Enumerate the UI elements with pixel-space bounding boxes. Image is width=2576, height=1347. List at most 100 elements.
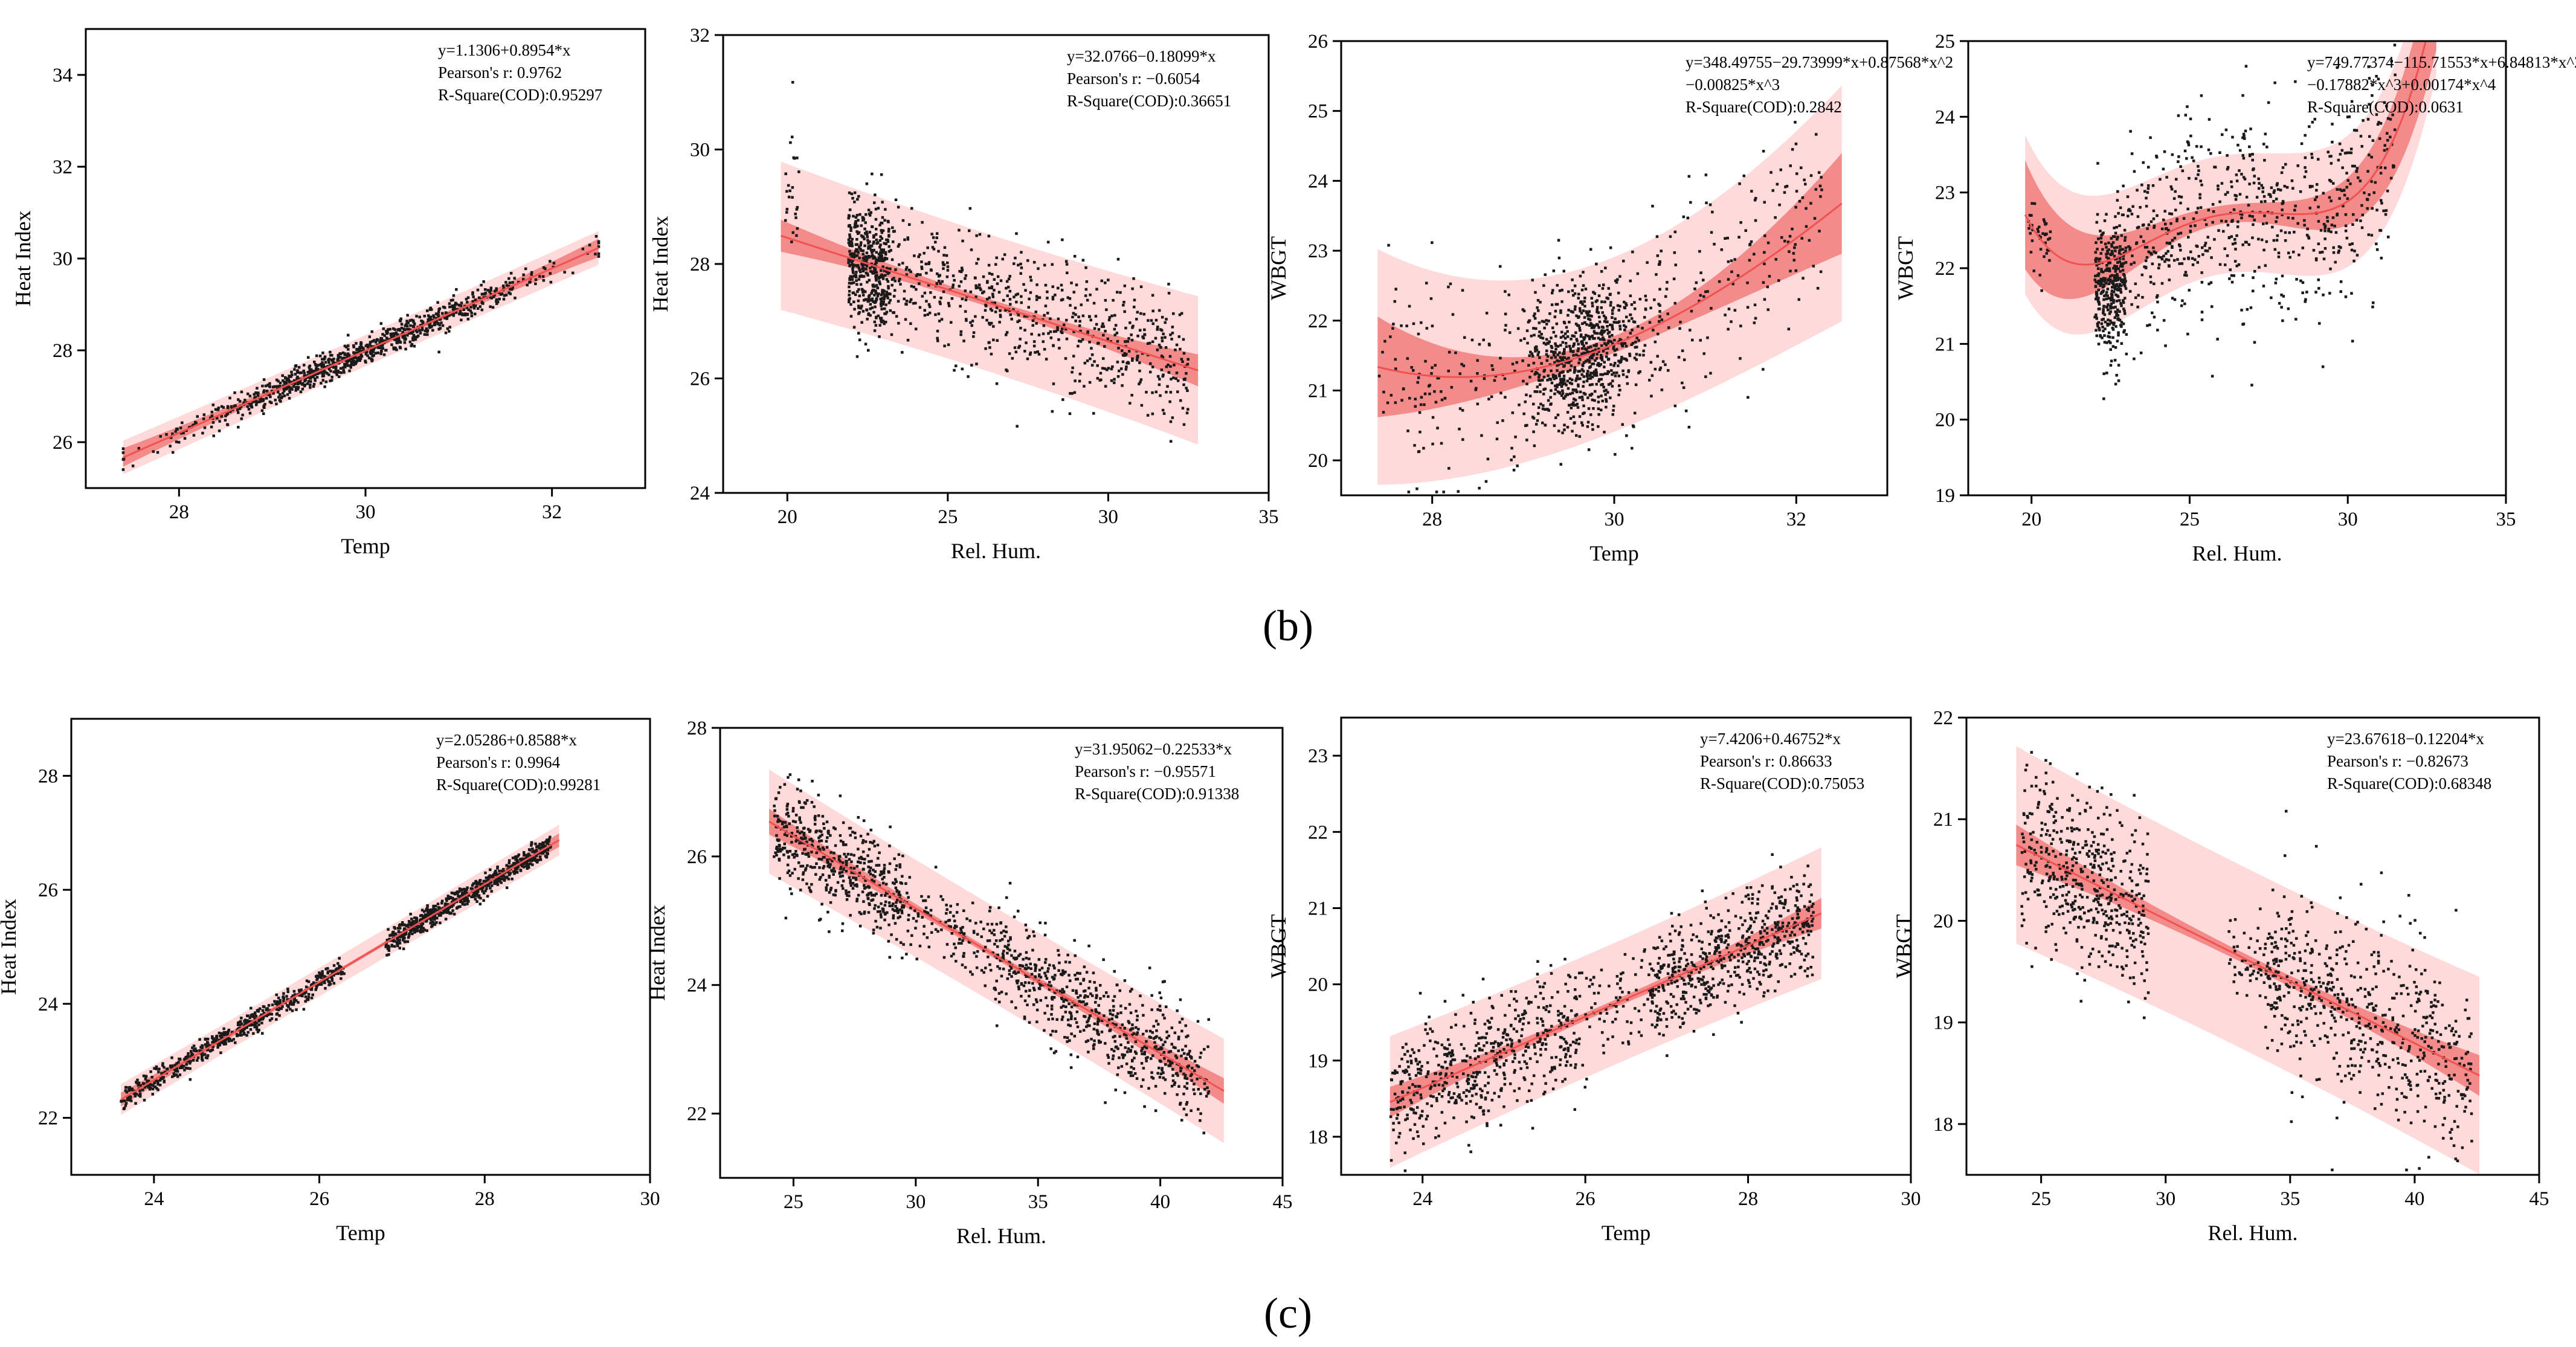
data-point: [1142, 312, 1145, 316]
data-point: [999, 313, 1002, 317]
data-point: [186, 1067, 189, 1070]
data-point: [1803, 178, 1806, 182]
data-point: [2340, 149, 2344, 152]
data-point: [1710, 307, 1713, 310]
data-point: [1733, 309, 1737, 312]
data-point: [187, 1052, 190, 1055]
data-point: [159, 435, 162, 438]
data-point: [492, 295, 495, 298]
data-point: [884, 208, 887, 211]
data-point: [1615, 371, 1618, 375]
data-point: [1597, 400, 1600, 403]
data-point: [1629, 294, 1632, 297]
data-point: [1161, 315, 1164, 319]
data-point: [1545, 349, 1548, 353]
data-point: [387, 328, 390, 331]
data-point: [2109, 252, 2112, 256]
data-point: [959, 280, 963, 283]
data-point: [1126, 361, 1130, 364]
data-point: [369, 342, 372, 346]
data-point: [1086, 332, 1089, 335]
data-point: [1029, 351, 1032, 355]
data-point: [1019, 326, 1022, 330]
data-point: [861, 265, 865, 268]
data-point: [2103, 294, 2106, 298]
data-point: [852, 291, 855, 294]
data-point: [1587, 346, 1590, 349]
data-point: [1078, 379, 1081, 383]
data-point: [1433, 390, 1436, 393]
data-point: [1090, 347, 1093, 350]
data-point: [453, 307, 456, 310]
data-point: [1550, 369, 1553, 373]
data-point: [1014, 293, 1018, 297]
data-point: [1553, 315, 1557, 318]
data-point: [206, 1054, 210, 1057]
data-point: [289, 1008, 292, 1011]
data-point: [253, 400, 256, 403]
data-point: [1788, 250, 1791, 253]
data-point: [1798, 200, 1802, 203]
data-point: [507, 285, 510, 288]
data-point: [2265, 222, 2268, 225]
data-point: [2281, 213, 2284, 216]
data-point: [2239, 210, 2243, 213]
data-point: [2251, 153, 2254, 156]
data-point: [315, 978, 318, 982]
data-point: [2115, 314, 2118, 317]
data-point: [1093, 327, 1096, 330]
data-point: [1630, 303, 1634, 306]
data-point: [237, 1034, 240, 1037]
data-point: [2275, 220, 2278, 223]
data-point: [1635, 336, 1638, 339]
data-point: [917, 255, 920, 259]
data-point: [788, 189, 791, 193]
data-point: [2144, 266, 2148, 269]
data-point: [1588, 314, 1592, 317]
data-point: [937, 249, 940, 253]
data-point: [406, 313, 409, 317]
data-point: [2114, 382, 2117, 386]
data-point: [1574, 403, 1577, 407]
data-point: [959, 304, 962, 308]
data-point: [2100, 322, 2104, 326]
data-point: [1579, 370, 1582, 373]
data-point: [303, 384, 306, 388]
data-point: [187, 1059, 190, 1063]
data-point: [1610, 369, 1613, 372]
data-point: [1560, 385, 1563, 388]
data-point: [953, 368, 956, 372]
data-point: [2226, 166, 2230, 169]
data-point: [885, 266, 889, 270]
data-point: [1044, 283, 1048, 287]
data-point: [1673, 251, 1676, 254]
data-point: [1817, 171, 1821, 174]
data-point: [2284, 162, 2287, 166]
data-point: [796, 156, 799, 159]
data-point: [1787, 327, 1791, 330]
data-point: [865, 258, 869, 261]
data-point: [1554, 375, 1557, 378]
data-point: [1074, 379, 1077, 382]
data-point: [1139, 378, 1143, 381]
data-point: [260, 400, 263, 403]
data-point: [1107, 318, 1111, 321]
data-point: [1614, 375, 1617, 378]
data-point: [2340, 189, 2343, 192]
data-point: [389, 332, 392, 336]
data-point: [1156, 326, 1159, 329]
data-point: [2033, 202, 2037, 205]
data-point: [1057, 286, 1060, 290]
data-point: [474, 312, 477, 316]
data-point: [538, 275, 541, 278]
data-point: [396, 944, 399, 948]
data-point: [1612, 321, 1615, 324]
data-point: [2118, 310, 2121, 313]
data-point: [130, 1087, 134, 1090]
data-point: [2152, 217, 2156, 220]
data-point: [1574, 388, 1577, 391]
data-point: [794, 216, 797, 219]
data-point: [1554, 342, 1557, 346]
data-point: [2099, 284, 2102, 287]
